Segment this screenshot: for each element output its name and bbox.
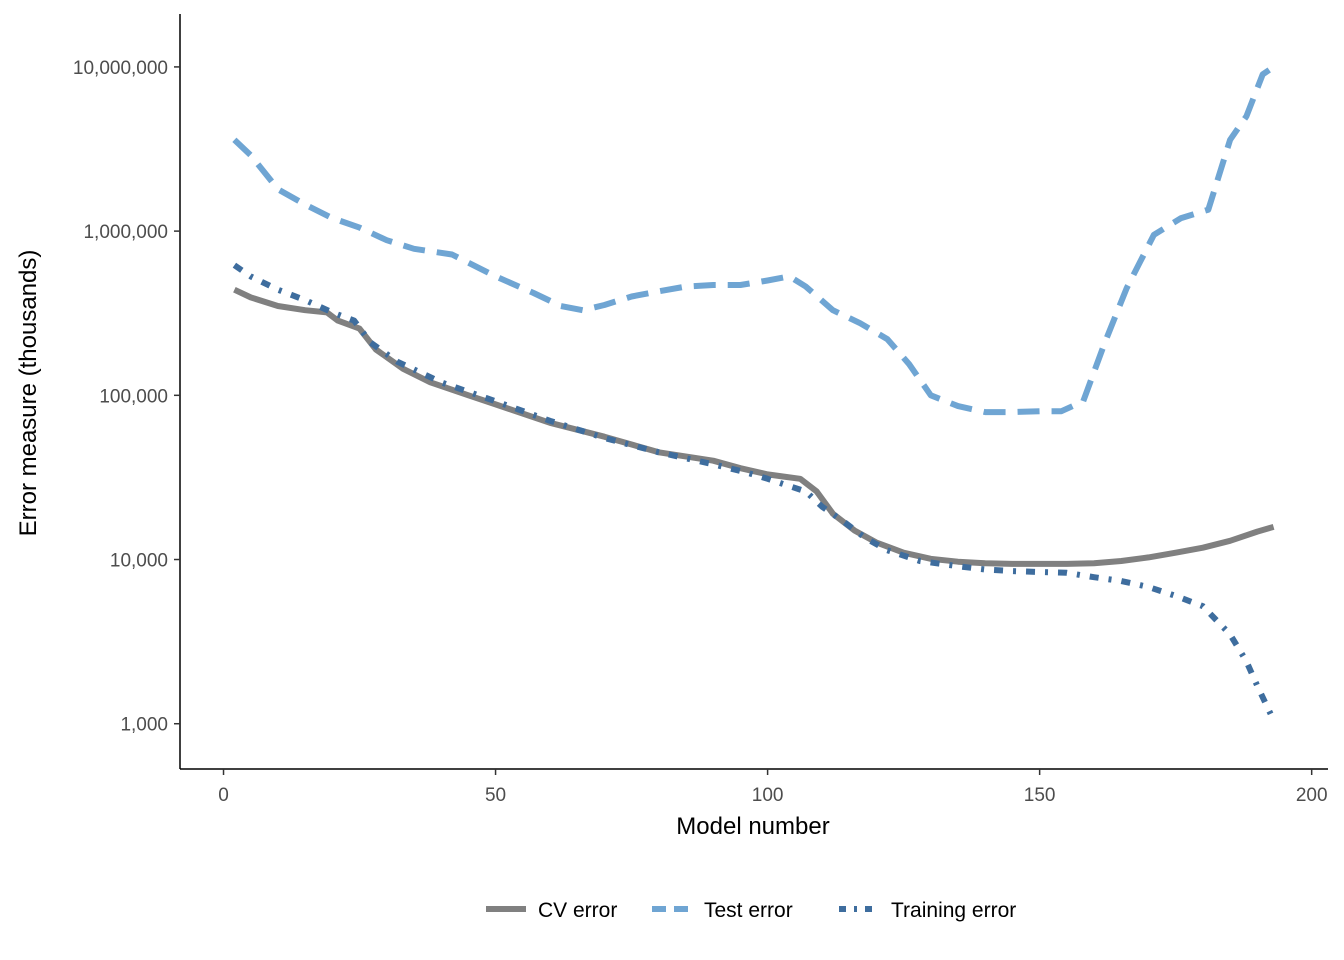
- x-tick-label: 100: [752, 785, 784, 806]
- x-tick-label: 150: [1024, 785, 1056, 806]
- y-tick-label: 10,000: [110, 551, 168, 572]
- legend-label-test-error: Test error: [704, 899, 793, 922]
- x-tick-label: 200: [1296, 785, 1328, 806]
- series-line-cv-error: [233, 286, 1275, 567]
- plot-lines: [232, 64, 1277, 722]
- y-axis-title: Error measure (thousands): [15, 250, 42, 537]
- y-ticks: 1,000 10,000 100,000 1,000,000 10,000,000: [73, 58, 180, 736]
- y-tick-label: 10,000,000: [73, 58, 168, 79]
- x-tick-label: 50: [485, 785, 506, 806]
- legend-label-training-error: Training error: [891, 899, 1016, 922]
- series-line-test-error: [232, 64, 1276, 416]
- series-line-training-error: [232, 262, 1277, 722]
- y-tick-label: 1,000,000: [83, 222, 168, 243]
- y-tick-label: 100,000: [99, 386, 168, 407]
- y-tick-label: 1,000: [120, 715, 168, 736]
- legend-label-cv-error: CV error: [538, 899, 617, 922]
- x-tick-label: 0: [218, 785, 229, 806]
- legend: CV error Test error Training error: [486, 899, 1016, 922]
- x-axis-title: Model number: [676, 813, 829, 840]
- x-ticks: 0 50 100 150 200: [218, 769, 1328, 806]
